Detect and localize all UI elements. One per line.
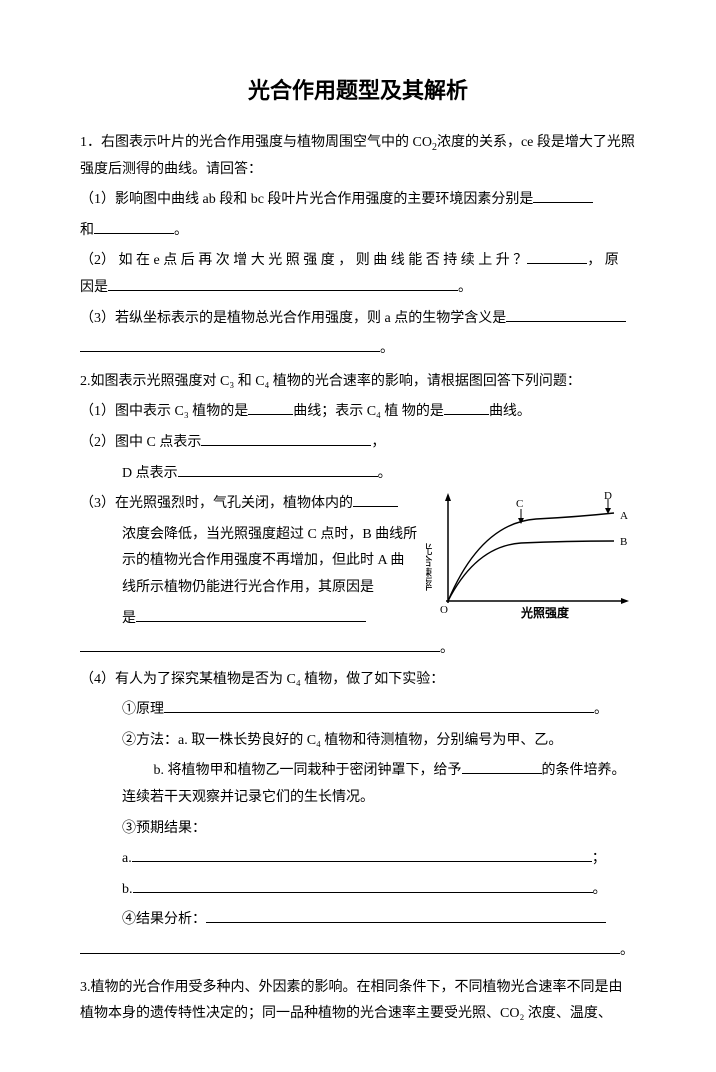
q2-intro: 2.如图表示光照强度对 C₃ 和 C₄ 植物的光合速率的影响，请根据图回答下列问… [80, 374, 581, 389]
q2-p4-end: 。 [620, 943, 634, 958]
q2-sub3d: 。 [80, 636, 636, 663]
q2-p1: ①原理 。 [80, 697, 636, 724]
chart-figure: O 光合速率 光照强度 A B C D [426, 491, 636, 621]
q2-p4: ④结果分析： [80, 907, 636, 934]
q2-s2-d: 。 [378, 466, 392, 481]
question-2: 2.如图表示光照强度对 C₃ 和 C₄ 植物的光合速率的影响，请根据图回答下列问… [80, 369, 636, 396]
blank [80, 637, 440, 652]
blank [133, 877, 593, 892]
q1-sub3: （3）若纵坐标表示的是植物总光合作用强度，则 a 点的生物学含义是 [80, 306, 636, 333]
q2-p1-a: ①原理 [122, 702, 164, 717]
q1-s3-b: 。 [380, 341, 394, 356]
q2-p3: ③预期结果： [80, 816, 636, 843]
page-title: 光合作用题型及其解析 [80, 70, 636, 112]
q2-sub3c: 是 [80, 606, 418, 633]
q2-p3-text: ③预期结果： [122, 821, 206, 836]
svg-text:光合速率: 光合速率 [426, 543, 433, 591]
q2-sub3b: 浓度会降低，当光照强度超过 C 点时，B 曲线所示的植物光合作用强度不再增加，但… [80, 522, 418, 602]
q1-s2-c: 。 [458, 280, 472, 295]
blank [108, 276, 458, 291]
blank [132, 847, 592, 862]
q2-s1-a: （1）图中表示 C₃ 植物的是 [80, 404, 248, 419]
blank [506, 306, 626, 321]
blank [248, 400, 293, 415]
q2-pa-semi: ； [592, 851, 606, 866]
svg-text:A: A [620, 510, 628, 522]
blank [206, 908, 606, 923]
q1-s1-a: （1）影响图中曲线 ab 段和 bc 段叶片光合作用强度的主要环境因素分别是 [80, 192, 533, 207]
blank [136, 606, 366, 621]
blank [201, 431, 371, 446]
q2-pb: b. 。 [80, 877, 636, 904]
q2-pb-end: 。 [593, 882, 607, 897]
q2-p2b: b. 将植物甲和植物乙一同栽种于密闭钟罩下，给予的条件培养。连续若干天观察并记录… [80, 758, 636, 811]
q2-s3-b: 浓度会降低，当光照强度超过 C 点时，B 曲线所示的植物光合作用强度不再增加，但… [122, 527, 417, 595]
q2-s3-a: （3）在光照强烈时，气孔关闭，植物体内的 [80, 496, 353, 511]
q2-s3-c: 。 [440, 641, 454, 656]
q1-intro-a: 1．右图表示叶片的光合作用强度与植物周围空气中的 CO [80, 135, 432, 150]
svg-text:B: B [620, 536, 627, 548]
q2-s2-a: （2）图中 C 点表示 [80, 435, 201, 450]
blank [462, 759, 542, 774]
q1-sub3b: 。 [80, 336, 636, 363]
q2-p2a-text: ②方法：a. 取一株长势良好的 C₄ 植物和待测植物，分别编号为甲、乙。 [122, 733, 562, 748]
q2-sub1: （1）图中表示 C₃ 植物的是 曲线；表示 C₄ 植 物的是 曲线。 [80, 399, 636, 426]
svg-text:C: C [516, 498, 523, 510]
q2-p2b-a: b. 将植物甲和植物乙一同栽种于密闭钟罩下，给予 [154, 763, 462, 778]
q1-sub1: （1）影响图中曲线 ab 段和 bc 段叶片光合作用强度的主要环境因素分别是 [80, 187, 636, 214]
q2-s4: （4）有人为了探究某植物是否为 C₄ 植物，做了如下实验： [80, 672, 444, 687]
blank [80, 939, 620, 954]
q2-s2-b: ， [371, 435, 385, 450]
question-1: 1．右图表示叶片的光合作用强度与植物周围空气中的 CO2浓度的关系，ce 段是增… [80, 130, 636, 183]
blank [527, 249, 587, 264]
q1-s2-a: （2） 如 在 e 点 后 再 次 增 大 光 照 强 度 ， 则 曲 线 能 … [80, 253, 527, 268]
q2-p2a: ②方法：a. 取一株长势良好的 C₄ 植物和待测植物，分别编号为甲、乙。 [80, 728, 636, 755]
q2-p4-text: ④结果分析： [122, 912, 206, 927]
q2-pa: a. ； [80, 846, 636, 873]
svg-text:O: O [440, 604, 448, 616]
q2-sub2: （2）图中 C 点表示 ， [80, 430, 636, 457]
q2-pb-text: b. [122, 882, 133, 897]
chart-svg: O 光合速率 光照强度 A B C D [426, 491, 636, 621]
blank [533, 188, 593, 203]
blank [353, 492, 398, 507]
q1-s3-a: （3）若纵坐标表示的是植物总光合作用强度，则 a 点的生物学含义是 [80, 311, 506, 326]
q2-s1-b: 曲线；表示 C₄ 植 物的是 [293, 404, 444, 419]
q2-s1-c: 曲线。 [489, 404, 531, 419]
q2-s2-c: D 点表示 [122, 466, 178, 481]
q2-sub3-wrap: （3）在光照强烈时，气孔关闭，植物体内的 浓度会降低，当光照强度超过 C 点时，… [80, 491, 636, 636]
blank [164, 698, 594, 713]
q1-sub2: （2） 如 在 e 点 后 再 次 增 大 光 照 强 度 ， 则 曲 线 能 … [80, 248, 636, 301]
q2-sub2b: D 点表示 。 [80, 461, 636, 488]
q2-sub3: （3）在光照强烈时，气孔关闭，植物体内的 [80, 491, 418, 518]
blank [94, 218, 174, 233]
blank [178, 461, 378, 476]
q2-pa-text: a. [122, 851, 132, 866]
q3-intro: 3.植物的光合作用受多种内、外因素的影响。在相同条件下，不同植物光合速率不同是由… [80, 980, 623, 1022]
blank [444, 400, 489, 415]
svg-text:光照强度: 光照强度 [520, 605, 570, 620]
q2-p1-b: 。 [594, 702, 608, 717]
q2-sub4: （4）有人为了探究某植物是否为 C₄ 植物，做了如下实验： [80, 667, 636, 694]
svg-text:D: D [604, 491, 612, 502]
q1-sub1b: 和。 [80, 218, 636, 245]
q1-s1-b: 和 [80, 223, 94, 238]
question-3: 3.植物的光合作用受多种内、外因素的影响。在相同条件下，不同植物光合速率不同是由… [80, 975, 636, 1028]
blank [80, 337, 380, 352]
q2-p4b: 。 [80, 938, 636, 965]
